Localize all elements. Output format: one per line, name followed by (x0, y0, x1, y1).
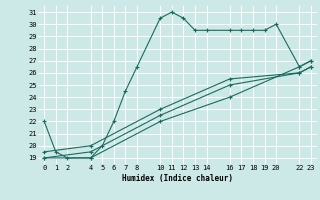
X-axis label: Humidex (Indice chaleur): Humidex (Indice chaleur) (122, 174, 233, 183)
